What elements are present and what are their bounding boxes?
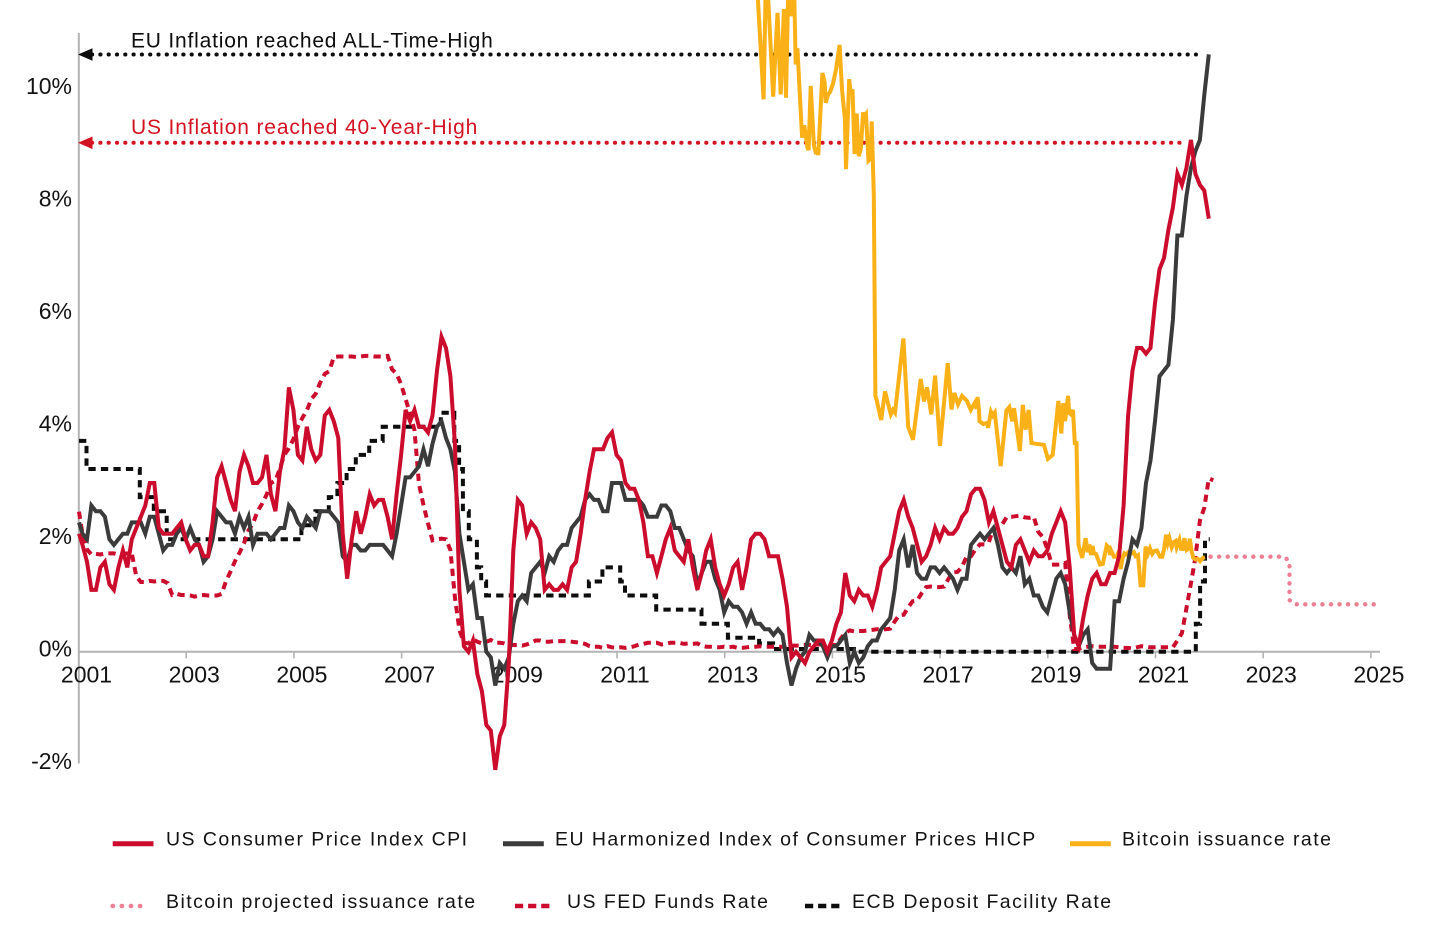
svg-text:EU Inflation reached ALL-Time-: EU Inflation reached ALL-Time-High xyxy=(131,29,494,52)
svg-text:2001: 2001 xyxy=(61,661,112,687)
svg-text:Bitcoin projected issuance rat: Bitcoin projected issuance rate xyxy=(166,891,477,913)
svg-text:-2%: -2% xyxy=(31,748,72,774)
svg-text:2%: 2% xyxy=(39,523,72,549)
svg-text:EU Harmonized Index of Consume: EU Harmonized Index of Consumer Prices H… xyxy=(555,829,1037,851)
svg-text:2021: 2021 xyxy=(1138,661,1189,687)
svg-text:6%: 6% xyxy=(39,298,72,324)
svg-text:2019: 2019 xyxy=(1030,661,1081,687)
svg-text:Bitcoin issuance rate: Bitcoin issuance rate xyxy=(1122,829,1332,851)
svg-text:4%: 4% xyxy=(39,410,72,436)
svg-text:10%: 10% xyxy=(26,73,72,99)
svg-text:2005: 2005 xyxy=(276,661,327,687)
svg-text:2011: 2011 xyxy=(600,661,649,687)
svg-text:2015: 2015 xyxy=(815,661,866,687)
svg-text:US Consumer Price Index CPI: US Consumer Price Index CPI xyxy=(166,829,469,851)
svg-text:8%: 8% xyxy=(39,185,72,211)
svg-text:2017: 2017 xyxy=(923,661,974,687)
svg-text:US Inflation reached 40-Year-H: US Inflation reached 40-Year-High xyxy=(131,116,478,139)
svg-text:US FED Funds Rate: US FED Funds Rate xyxy=(567,891,769,913)
svg-text:2007: 2007 xyxy=(384,661,435,687)
svg-text:ECB Deposit Facility Rate: ECB Deposit Facility Rate xyxy=(852,891,1113,913)
svg-text:0%: 0% xyxy=(39,635,72,661)
svg-text:2003: 2003 xyxy=(169,661,220,687)
svg-text:2013: 2013 xyxy=(707,661,758,687)
svg-text:2025: 2025 xyxy=(1353,661,1404,687)
svg-text:2023: 2023 xyxy=(1246,661,1297,687)
